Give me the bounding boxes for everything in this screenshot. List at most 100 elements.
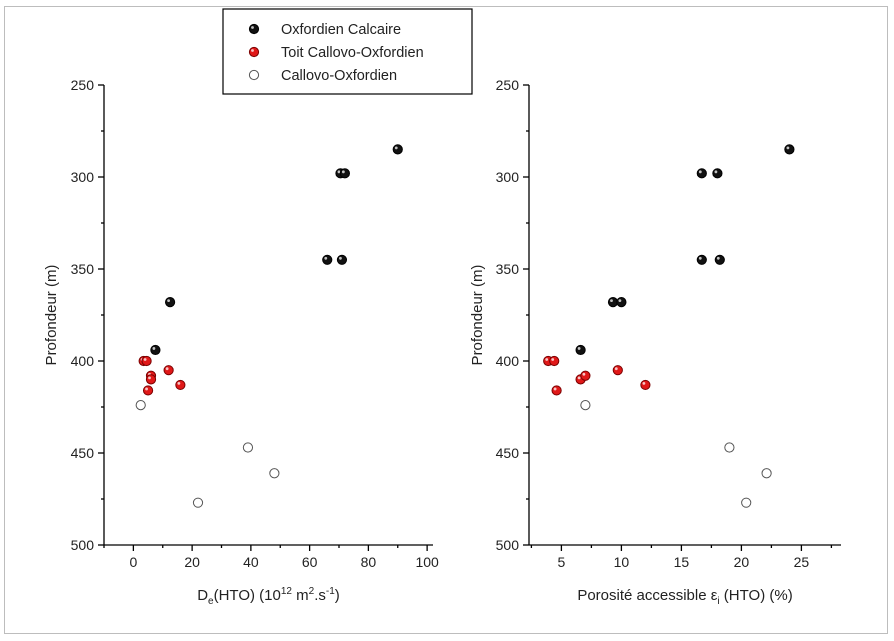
point-oxfordien-calcaire — [616, 297, 627, 308]
point-toit-callovo-oxfordien — [640, 379, 651, 391]
x-tick-label: 40 — [243, 554, 259, 570]
x-axis-label-xlabel-end: (HTO) (%) — [720, 587, 793, 604]
x-tick-label: 25 — [794, 554, 810, 570]
point-callovo-oxfordien — [135, 400, 146, 411]
point-callovo-oxfordien — [192, 497, 204, 508]
y-tick-label: 300 — [496, 169, 520, 185]
x-tick-label: 80 — [361, 554, 377, 570]
point-callovo-oxfordien — [242, 442, 254, 453]
y-tick-label: 350 — [71, 261, 95, 277]
x-axis-label: Porosité accessible εi (HTO) (%) — [577, 587, 792, 607]
point-toit-callovo-oxfordien — [175, 379, 186, 391]
point-oxfordien-calcaire — [392, 144, 403, 155]
x-tick-label: 20 — [734, 554, 750, 570]
point-highlight — [324, 256, 328, 260]
x-axis-label-xlabel-sup3: -1 — [326, 586, 335, 597]
point-highlight — [145, 387, 148, 391]
figure-frame — [4, 6, 888, 634]
point-highlight — [698, 256, 702, 260]
point-oxfordien-calcaire — [164, 297, 176, 308]
x-tick-label: 0 — [129, 554, 137, 570]
point-oxfordien-calcaire — [150, 344, 161, 356]
point-highlight — [341, 170, 345, 174]
x-tick-label: 20 — [184, 554, 200, 570]
x-axis-label-xlabel-main: Porosité accessible ε — [577, 587, 717, 604]
x-tick-label: 15 — [674, 554, 690, 570]
x-tick-label: 60 — [302, 554, 318, 570]
point-oxfordien-calcaire — [607, 297, 619, 308]
point-oxfordien-calcaire — [714, 254, 725, 265]
y-tick-label: 400 — [71, 353, 95, 369]
x-tick-label: 100 — [415, 554, 439, 570]
y-tick-label: 300 — [71, 169, 95, 185]
point-highlight — [714, 170, 718, 174]
x-axis-label-xlabel-sup: 12 — [281, 586, 293, 597]
x-axis-label-xlabel-sub: e — [208, 596, 214, 607]
y-tick-label: 450 — [496, 445, 520, 461]
legend: Oxfordien Calcaire Toit Callovo-Oxfordien… — [222, 8, 473, 95]
point-highlight — [339, 256, 342, 260]
legend-marker — [248, 23, 260, 35]
point-highlight — [553, 387, 557, 391]
point-highlight — [551, 358, 555, 361]
legend-box — [222, 8, 473, 95]
x-axis-label: De(HTO) (1012 m2.s-1) — [197, 586, 340, 607]
point-highlight — [143, 358, 147, 361]
point-callovo-oxfordien — [580, 400, 591, 411]
point-highlight — [394, 146, 398, 150]
point-highlight — [786, 146, 790, 150]
y-tick-label: 450 — [71, 445, 95, 461]
legend-marker-highlight — [251, 49, 254, 52]
y-tick-label: 350 — [496, 261, 520, 277]
point-toit-callovo-oxfordien — [580, 370, 591, 381]
chart-panel-2: 250 300 350 400 450 500 5 10 15 20 25 Profondeur (m… — [469, 77, 841, 607]
x-axis-label-xlabel-end: .s — [314, 587, 326, 604]
point-oxfordien-calcaire — [784, 144, 795, 155]
x-axis-label-xlabel-sub: i — [717, 596, 719, 607]
point-highlight — [177, 382, 181, 385]
point-callovo-oxfordien — [761, 468, 772, 479]
y-tick-label: 250 — [496, 77, 520, 93]
y-tick-label: 400 — [496, 353, 520, 369]
point-highlight — [610, 299, 613, 303]
point-highlight — [618, 299, 622, 303]
x-axis-label-xlabel-main: D — [197, 587, 208, 604]
point-oxfordien-calcaire — [322, 254, 333, 265]
x-axis-label-xlabel-mid: (HTO) (10 — [214, 587, 281, 604]
point-highlight — [545, 358, 549, 361]
point-highlight — [716, 256, 720, 260]
y-axis-label: Profondeur (m) — [43, 265, 60, 366]
y-tick-label: 250 — [71, 77, 95, 93]
legend-marker-highlight — [251, 26, 254, 29]
point-highlight — [167, 299, 170, 303]
x-tick-label: 5 — [558, 554, 566, 570]
legend-label: Toit Callovo-Oxfordien — [281, 45, 424, 61]
point-oxfordien-calcaire — [696, 254, 707, 265]
point-oxfordien-calcaire — [696, 168, 707, 179]
point-highlight — [337, 170, 341, 174]
chart-panel-1: 250 300 350 400 450 500 0 20 40 60 80 100 Profondeur… — [43, 77, 439, 607]
x-axis-label-xlabel-sup2: 2 — [309, 586, 315, 597]
point-highlight — [577, 347, 581, 350]
point-highlight — [582, 372, 586, 376]
point-oxfordien-calcaire — [575, 344, 586, 356]
point-toit-callovo-oxfordien — [549, 355, 560, 367]
point-toit-callovo-oxfordien — [163, 365, 174, 376]
point-highlight — [698, 170, 702, 174]
legend-marker — [248, 69, 260, 81]
point-highlight — [614, 367, 618, 371]
point-callovo-oxfordien — [741, 497, 752, 508]
x-tick-label: 10 — [614, 554, 630, 570]
point-toit-callovo-oxfordien — [612, 365, 623, 376]
x-axis-label-xlabel-close: ) — [335, 587, 340, 604]
legend-label: Oxfordien Calcaire — [281, 22, 401, 38]
point-oxfordien-calcaire — [336, 254, 348, 265]
point-toit-callovo-oxfordien — [145, 374, 157, 385]
point-toit-callovo-oxfordien — [551, 385, 562, 396]
point-highlight — [577, 376, 581, 380]
point-highlight — [152, 347, 156, 350]
point-callovo-oxfordien — [269, 468, 280, 479]
point-highlight — [148, 376, 151, 380]
